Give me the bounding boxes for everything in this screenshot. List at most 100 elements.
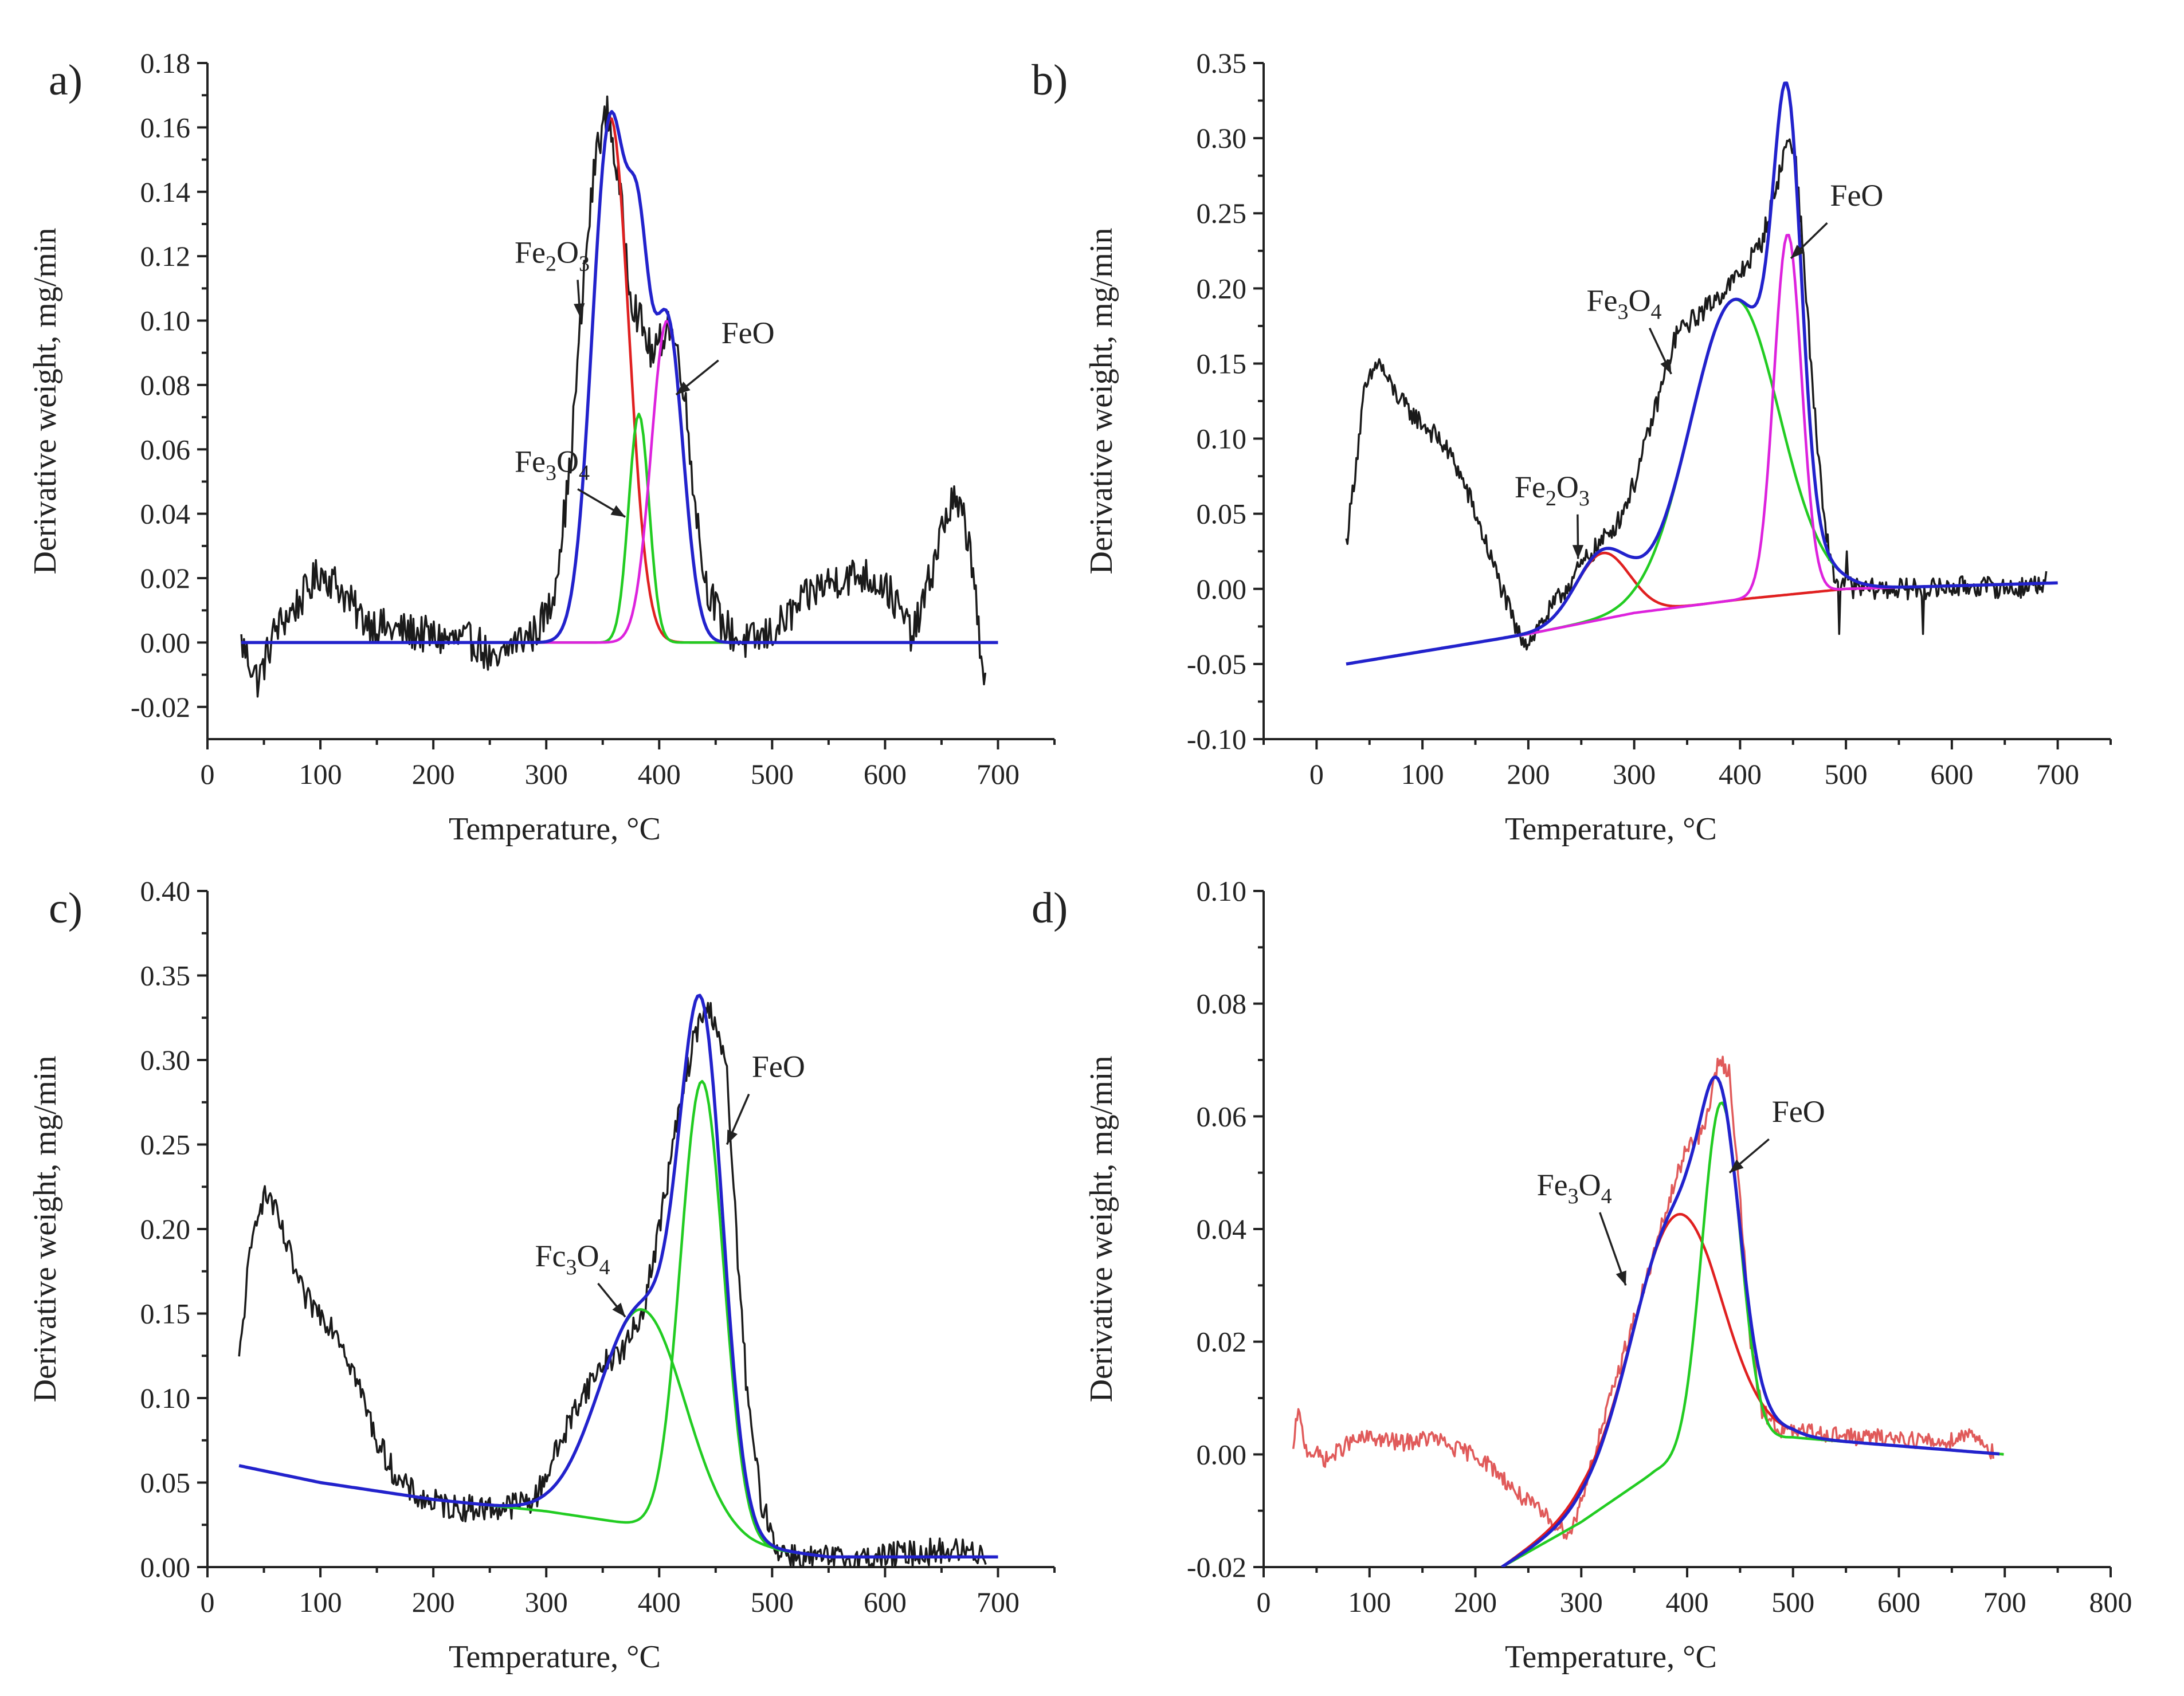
plot-area [1345,81,2058,666]
y-axis-title: Derivative weight, mg/min [1084,1056,1119,1403]
y-tick-label: 0.00 [140,1551,191,1583]
x-tick-label: 100 [1401,758,1444,790]
series-line-feo_fit [1346,233,2058,666]
panel-letter: c) [49,884,83,932]
annotation-label: Fe3O4 [515,445,590,485]
y-tick-label: -0.02 [1187,1551,1246,1583]
series-line-fe2o3_fit [241,117,998,644]
x-tick-label: 500 [751,758,794,790]
x-tick-label: 700 [1983,1586,2026,1618]
y-axis-title: Derivative weight, mg/min [28,1056,63,1403]
x-tick-label: 600 [1930,758,1973,790]
panel-a: a) 0 100 200 300 400 500 600 700 -0.02 0.00 0.02 0.0… [28,47,1056,847]
plot-area [1292,1055,2004,1567]
annotation-label: Fe3O4 [1537,1168,1612,1208]
panel-letter: a) [49,56,83,104]
y-tick-label: 0.35 [1197,47,1247,79]
x-tick-label: 0 [1257,1586,1271,1618]
x-tick-label: 500 [1771,1586,1814,1618]
arrow-head [612,1302,626,1317]
y-tick-label: 0.08 [1197,988,1247,1020]
arrow-head [610,505,626,517]
y-tick-label: 0.30 [140,1044,191,1076]
x-tick-label: 300 [1613,758,1656,790]
annotation-label: Fc3O4 [535,1239,610,1279]
annotation-label: Fe3O4 [1586,284,1661,324]
x-tick-label: 700 [2036,758,2079,790]
x-tick-label: 0 [201,758,215,790]
annotation-label: FeO [1830,178,1883,213]
y-tick-label: 0.15 [140,1298,191,1330]
panel-letter: b) [1032,56,1068,104]
series-line-envelope [241,109,998,645]
y-tick-label: 0.08 [140,369,191,401]
y-tick-label: -0.10 [1187,723,1246,755]
annotation-label: FeO [752,1050,805,1084]
x-axis-title: Temperature, °C [449,1639,661,1675]
y-tick-label: 0.20 [1197,272,1247,304]
x-tick-label: 200 [412,758,455,790]
y-tick-label: 0.00 [1197,573,1247,605]
y-tick-label: 0.25 [1197,197,1247,229]
arrow-head [1572,545,1584,559]
y-tick-label: 0.02 [140,562,191,594]
y-tick-label: 0.06 [1197,1100,1247,1132]
arrow-head [1616,1270,1626,1286]
arrow-head [1660,359,1672,374]
x-axis-title: Temperature, °C [1505,811,1717,847]
y-axis-title: Derivative weight, mg/min [28,228,63,575]
x-tick-label: 100 [299,758,342,790]
x-axis-title: Temperature, °C [1505,1639,1717,1675]
x-tick-label: 200 [412,1586,455,1618]
y-tick-label: -0.02 [131,691,190,723]
x-tick-label: 100 [1348,1586,1391,1618]
series-line-fe3o4_fit [238,1308,998,1558]
x-tick-label: 400 [1719,758,1762,790]
series-line-envelope [1346,81,2058,666]
annotation-label: FeO [1772,1094,1825,1129]
series-line-envelope [238,994,998,1559]
x-tick-label: 0 [1309,758,1324,790]
y-tick-label: 0.18 [140,47,191,79]
arrow-head [676,382,691,395]
y-tick-label: -0.05 [1187,648,1246,680]
x-tick-label: 500 [751,1586,794,1618]
panel-d: d) 0 100 200 300 400 500 600 700 800 -0.02 0.00 0.02… [1032,875,2132,1675]
y-axis-title: Derivative weight, mg/min [1084,228,1119,575]
x-tick-label: 300 [525,758,568,790]
series-line-experimental [238,1002,987,1567]
x-tick-label: 700 [977,1586,1020,1618]
x-tick-label: 200 [1454,1586,1497,1618]
y-tick-label: 0.10 [140,1382,191,1414]
y-tick-label: 0.10 [1197,875,1247,907]
x-tick-label: 0 [201,1586,215,1618]
y-tick-label: 0.00 [140,626,191,658]
y-tick-label: 0.40 [140,875,191,907]
y-tick-label: 0.10 [1197,423,1247,455]
y-tick-label: 0.12 [140,240,191,272]
annotation-label: Fe2O3 [515,235,590,276]
series-line-envelope [1501,1075,2000,1567]
y-tick-label: 0.35 [140,960,191,992]
x-axis-title: Temperature, °C [449,811,661,847]
x-tick-label: 400 [1666,1586,1709,1618]
x-tick-label: 600 [1877,1586,1920,1618]
x-tick-label: 300 [1560,1586,1603,1618]
arrow-head [1791,245,1805,258]
y-tick-label: 0.14 [140,176,191,208]
series-line-experimental [240,95,987,698]
panel-b: b) 0 100 200 300 400 500 600 700 -0.10 -0.05 0.00 0.… [1032,47,2112,847]
series-line-experimental [1345,138,2048,651]
x-tick-label: 400 [638,1586,681,1618]
series-line-fe3o4_fit [1346,298,2058,666]
y-tick-label: 0.02 [1197,1326,1247,1358]
y-tick-label: 0.04 [140,498,191,530]
y-tick-label: 0.30 [1197,122,1247,154]
y-tick-label: 0.15 [1197,347,1247,379]
plot-area [238,994,998,1567]
y-tick-label: 0.00 [1197,1438,1247,1470]
arrow-head [727,1129,738,1145]
x-tick-label: 800 [2089,1586,2132,1618]
y-tick-label: 0.16 [140,111,191,143]
x-tick-label: 400 [638,758,681,790]
